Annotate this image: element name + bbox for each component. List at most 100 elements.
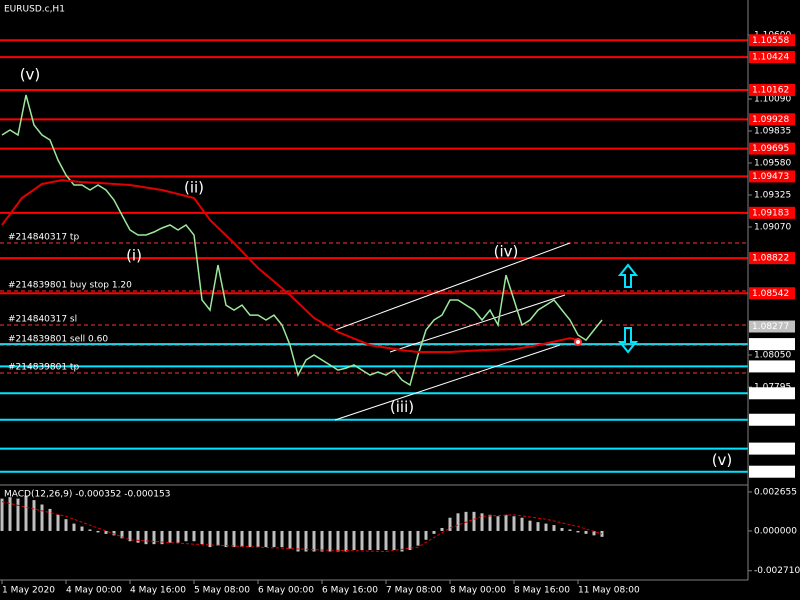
order-label: #214839801 sell 0.60 — [8, 334, 108, 344]
level-box — [749, 413, 795, 426]
macd-bar — [416, 530, 420, 546]
x-tick-label: 6 May 00:00 — [258, 586, 314, 596]
x-tick-label: 4 May 16:00 — [130, 586, 186, 596]
macd-bar — [456, 513, 460, 531]
level-box — [749, 338, 795, 351]
macd-bar — [104, 530, 108, 534]
level-label: 1.10424 — [752, 53, 789, 63]
wave-label: (ii) — [184, 179, 204, 197]
macd-bar — [272, 530, 276, 548]
level-box — [749, 170, 795, 183]
channel-line — [334, 344, 561, 421]
macd-bar — [48, 508, 52, 531]
macd-bar — [504, 514, 508, 531]
macd-bar — [64, 519, 68, 531]
macd-bar — [96, 530, 100, 533]
macd-bar — [16, 498, 20, 531]
current-price-box — [749, 320, 795, 333]
signals — [574, 263, 639, 354]
macd-bar — [280, 530, 284, 548]
macd-bar — [80, 526, 84, 531]
level-label: 1.07120 — [752, 467, 789, 477]
macd-bar — [184, 530, 188, 542]
macd-bar — [304, 530, 308, 552]
macd-signal — [1, 501, 603, 553]
macd-bar — [216, 530, 220, 546]
macd-bar — [328, 530, 332, 552]
wave-label: (v) — [20, 66, 41, 84]
macd-bar — [464, 511, 468, 531]
macd-bar — [568, 529, 572, 531]
moving-average — [1, 179, 579, 353]
macd-bar — [144, 530, 148, 545]
macd-y-tick-label: 0.002655 — [754, 487, 797, 497]
macd-bar — [320, 530, 324, 552]
level-label: 1.07534 — [752, 415, 789, 425]
macd-bar — [592, 530, 596, 536]
levels-layer — [0, 39, 748, 473]
macd-bar — [192, 530, 196, 542]
macd-bar — [112, 530, 116, 536]
macd-bar — [232, 530, 236, 548]
y-tick-label: 1.09580 — [754, 159, 791, 169]
macd-bar — [344, 530, 348, 552]
chart-title: EURUSD.c,H1 — [4, 5, 65, 15]
macd-bar — [584, 530, 588, 534]
wave-label: (i) — [126, 246, 142, 264]
macd-bar — [208, 530, 212, 548]
level-box — [749, 252, 795, 265]
macd-bar — [240, 530, 244, 548]
level-box — [749, 51, 795, 64]
macd-bar — [400, 530, 404, 552]
level-box — [749, 360, 795, 373]
macd-bar — [288, 530, 292, 549]
y-tick-label: 1.10090 — [754, 95, 791, 105]
plot-layer: (v) (ii) (i) (iv) (iii) (v) — [0, 66, 733, 553]
macd-bar — [32, 500, 36, 531]
macd-bar — [496, 516, 500, 531]
macd-bar — [512, 516, 516, 531]
level-label: 1.09183 — [752, 208, 789, 218]
y-tick-label: 1.09070 — [754, 223, 791, 233]
level-box — [749, 387, 795, 400]
entry-marker — [574, 338, 582, 346]
level-label: 1.10162 — [752, 85, 789, 95]
macd-bar — [152, 530, 156, 545]
macd-bar — [40, 504, 44, 531]
macd-bar — [368, 530, 372, 551]
macd-bar — [176, 530, 180, 543]
x-tick-label: 8 May 00:00 — [450, 586, 506, 596]
level-box — [749, 113, 795, 126]
macd-bar — [432, 530, 436, 534]
level-label: 1.07304 — [752, 444, 789, 454]
order-label: #214839801 buy stop 1.20 — [8, 281, 132, 291]
channel — [334, 242, 571, 421]
level-label: 1.08822 — [752, 254, 789, 264]
x-tick-label: 4 May 00:00 — [66, 586, 122, 596]
level-label: 1.09928 — [752, 115, 789, 125]
level-label: 1.10558 — [752, 36, 789, 46]
macd-bar — [0, 498, 4, 531]
level-label: 1.07745 — [752, 389, 789, 399]
level-box — [749, 442, 795, 455]
level-box — [749, 34, 795, 47]
order-label: #214840317 sl — [8, 315, 77, 325]
price-line — [1, 94, 603, 387]
macd-bar — [576, 530, 580, 533]
wave-label: (v) — [712, 451, 733, 469]
order-label: #214840317 tp — [8, 232, 79, 242]
level-label: 1.08137 — [752, 340, 789, 350]
x-tick-label: 11 May 08:00 — [578, 586, 640, 596]
level-label: 1.08542 — [752, 289, 789, 299]
macd-bar — [160, 530, 164, 545]
y-tick-label: 1.08050 — [754, 351, 791, 361]
macd-label: MACD(12,26,9) -0.000352 -0.000153 — [4, 490, 170, 500]
x-tick-label: 6 May 16:00 — [322, 586, 378, 596]
macd-bar — [392, 530, 396, 551]
macd-bar — [88, 529, 92, 531]
x-tick-label: 5 May 08:00 — [194, 586, 250, 596]
macd-bar — [56, 514, 60, 531]
macd-bar — [120, 530, 124, 539]
macd-bar — [424, 530, 428, 540]
